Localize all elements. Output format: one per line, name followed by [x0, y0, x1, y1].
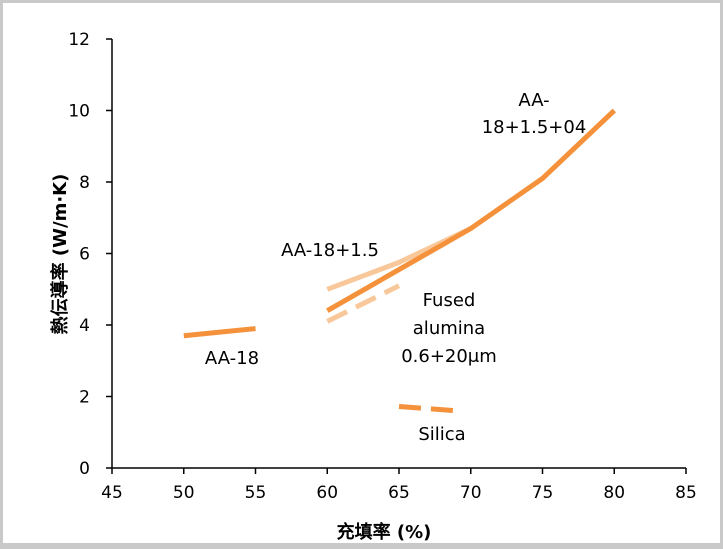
series-line-aa-18-1-5-04 [326, 108, 617, 313]
x-tick-label: 60 [316, 483, 338, 503]
x-tick-label: 85 [675, 483, 697, 503]
series-line-silica [398, 404, 457, 414]
y-tick-label: 4 [79, 316, 90, 336]
x-tick-label: 45 [101, 483, 123, 503]
series-line-fused-alumina-0-6-20-m [326, 283, 401, 324]
annotation-aa18: AA-18 [205, 348, 259, 369]
y-tick-label: 10 [68, 102, 90, 122]
x-tick-label: 75 [532, 483, 554, 503]
series-line-aa-18 [183, 326, 256, 339]
x-tick-label: 80 [603, 483, 625, 503]
annotation-fused-line2: alumina [413, 318, 485, 339]
labels: 充填率 (%) 熱伝導率 (W/m·K) AA-18 AA-18+1.5 AA-… [49, 90, 586, 543]
annotation-aa18-1-5-04-line1: AA- [518, 90, 549, 111]
x-tick-label: 70 [460, 483, 482, 503]
x-tick-label: 50 [173, 483, 195, 503]
y-tick-label: 2 [79, 388, 90, 408]
y-tick-label: 0 [79, 459, 90, 479]
chart-background [3, 3, 720, 543]
y-tick-label: 12 [68, 30, 90, 50]
x-tick-label: 55 [245, 483, 267, 503]
y-axis-label: 熱伝導率 (W/m·K) [49, 174, 71, 335]
x-axis-label: 充填率 (%) [337, 521, 432, 543]
y-tick-label: 6 [79, 245, 90, 265]
y-tick-label: 8 [79, 173, 90, 193]
x-tick-label: 65 [388, 483, 410, 503]
annotation-fused-line3: 0.6+20μm [401, 346, 497, 367]
axes: 45 50 55 60 65 70 75 80 85 0 2 4 6 8 10 12 [68, 30, 696, 503]
annotation-silica: Silica [418, 424, 465, 445]
series-layer [183, 108, 617, 414]
annotation-fused-line1: Fused [423, 290, 476, 311]
annotation-aa18-1-5-04-line2: 18+1.5+04 [482, 117, 587, 138]
annotation-aa18-1-5: AA-18+1.5 [281, 240, 379, 261]
